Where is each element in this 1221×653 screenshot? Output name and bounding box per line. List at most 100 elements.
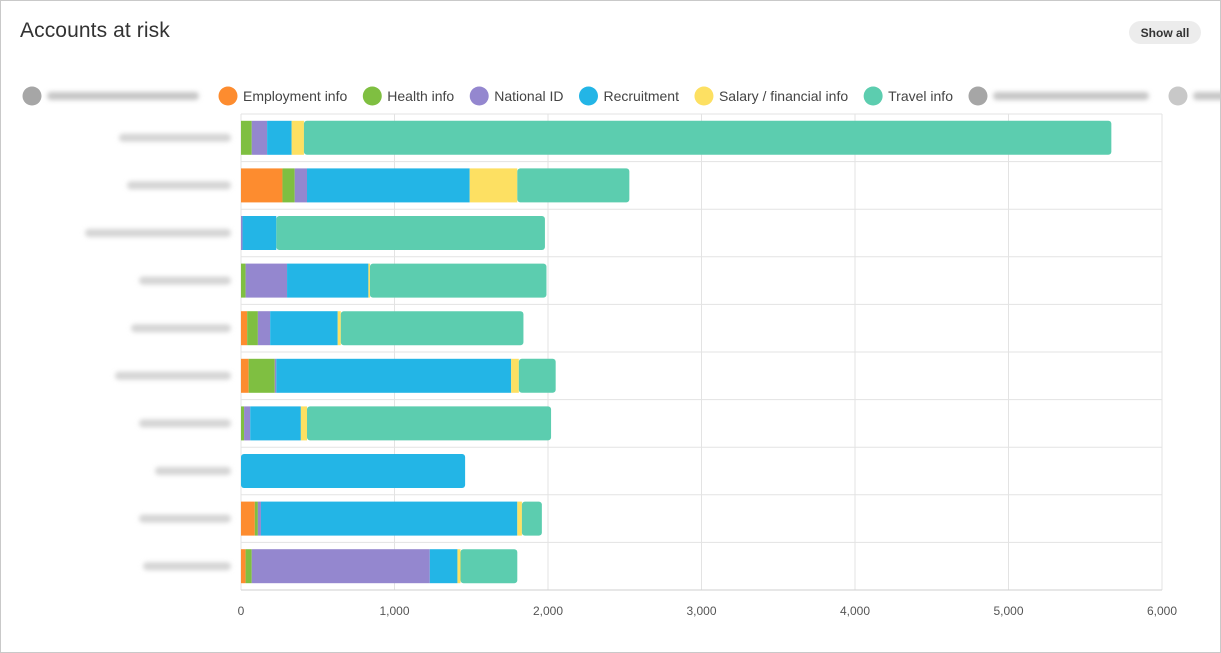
legend-swatch <box>578 86 598 106</box>
bar-segment[interactable] <box>241 263 246 298</box>
bar-segment[interactable] <box>241 406 245 441</box>
x-tick-label: 5,000 <box>993 604 1023 618</box>
legend-label: Recruitment <box>603 88 679 104</box>
x-tick-label: 2,000 <box>533 604 563 618</box>
legend-item[interactable] <box>968 86 1149 106</box>
bar-segment[interactable] <box>241 501 255 536</box>
bar-segment[interactable] <box>303 120 1112 155</box>
bar-segment[interactable] <box>274 358 277 393</box>
bar-segment[interactable] <box>521 501 542 536</box>
bar-segment[interactable] <box>251 549 430 584</box>
bar-segment[interactable] <box>511 358 519 393</box>
legend-swatch <box>1168 86 1188 106</box>
legend-item[interactable]: Salary / financial info <box>694 86 848 106</box>
redacted-email-placeholder <box>139 419 231 428</box>
legend-swatch <box>469 86 489 106</box>
bar-segment[interactable] <box>307 406 552 441</box>
x-tick-label: 6,000 <box>1147 604 1177 618</box>
category-label <box>115 371 231 380</box>
show-all-button[interactable]: Show all <box>1129 21 1201 44</box>
legend-label: Salary / financial info <box>719 88 848 104</box>
bar-segment[interactable] <box>300 406 308 441</box>
bar-segment[interactable] <box>282 168 295 203</box>
legend-swatch <box>22 86 42 106</box>
bar-segment[interactable] <box>340 311 524 346</box>
bars <box>241 120 1112 584</box>
redacted-email-placeholder <box>85 229 231 237</box>
legend-swatch <box>362 86 382 106</box>
bar-segment[interactable] <box>248 358 275 393</box>
bar-segment[interactable] <box>276 216 545 250</box>
bar-segment[interactable] <box>369 263 547 298</box>
bar-segment[interactable] <box>260 501 518 536</box>
redacted-email-placeholder <box>155 467 231 475</box>
redacted-email-placeholder <box>115 371 231 380</box>
bar-segment[interactable] <box>337 311 341 346</box>
x-tick-label: 4,000 <box>840 604 870 618</box>
bar-segment[interactable] <box>241 216 243 250</box>
bar-segment[interactable] <box>294 168 308 203</box>
bar-segment[interactable] <box>276 358 512 393</box>
legend-item[interactable]: Health info <box>362 86 455 106</box>
bar-segment[interactable] <box>250 406 301 441</box>
bar-segment[interactable] <box>368 263 370 298</box>
redacted-email-placeholder <box>119 133 231 142</box>
bar-segment[interactable] <box>287 263 369 298</box>
bar-segment[interactable] <box>270 311 338 346</box>
bar-segment[interactable] <box>245 263 288 298</box>
category-labels <box>85 133 231 571</box>
legend-item[interactable]: Recruitment <box>578 86 679 106</box>
category-label <box>85 229 231 237</box>
bar-segment[interactable] <box>518 358 556 393</box>
redacted-legend-label <box>992 92 1149 100</box>
legend-item[interactable]: Travel info <box>863 86 954 106</box>
bar-segment[interactable] <box>460 549 518 584</box>
category-label <box>131 324 231 333</box>
bar-segment[interactable] <box>251 120 268 155</box>
bar-segment[interactable] <box>241 454 466 488</box>
bar-segment[interactable] <box>291 120 304 155</box>
legend-swatch <box>968 86 988 106</box>
bar-segment[interactable] <box>244 406 251 441</box>
bar-segment[interactable] <box>241 168 283 203</box>
bar-segment[interactable] <box>469 168 518 203</box>
x-axis: 0 1,000 2,000 3,000 4,000 5,000 6,000 <box>238 604 1178 618</box>
bar-segment[interactable] <box>517 501 522 536</box>
legend-swatch <box>694 86 714 106</box>
redacted-legend-label <box>47 92 199 100</box>
bar-segment[interactable] <box>245 549 252 584</box>
bar-segment[interactable] <box>241 358 249 393</box>
redacted-email-placeholder <box>143 562 231 571</box>
redacted-email-placeholder <box>139 514 231 523</box>
card-title: Accounts at risk <box>20 19 170 42</box>
bar-segment[interactable] <box>257 501 261 536</box>
legend-item[interactable]: National ID <box>469 86 564 106</box>
category-label <box>139 514 231 523</box>
x-tick-label: 0 <box>238 604 245 618</box>
category-label <box>139 276 231 285</box>
x-tick-label: 1,000 <box>379 604 409 618</box>
bar-segment[interactable] <box>254 501 258 536</box>
bar-segment[interactable] <box>457 549 461 584</box>
bar-segment[interactable] <box>241 120 252 155</box>
bar-segment[interactable] <box>242 216 277 250</box>
bar-segment[interactable] <box>241 311 248 346</box>
bar-segment[interactable] <box>307 168 470 203</box>
bar-segment[interactable] <box>267 120 292 155</box>
legend-label: Health info <box>387 88 454 104</box>
bar-segment[interactable] <box>517 168 630 203</box>
redacted-email-placeholder <box>131 324 231 333</box>
category-label <box>143 562 231 571</box>
legend-swatch <box>218 86 238 106</box>
category-label <box>119 133 231 142</box>
legend-item[interactable]: Employment info <box>218 86 348 106</box>
legend-item[interactable] <box>22 86 200 106</box>
bar-segment[interactable] <box>241 549 246 584</box>
bar-segment[interactable] <box>257 311 271 346</box>
legend-item[interactable] <box>1168 86 1220 106</box>
legend-label: Travel info <box>888 88 953 104</box>
bar-segment[interactable] <box>247 311 258 346</box>
bar-segment[interactable] <box>429 549 458 584</box>
